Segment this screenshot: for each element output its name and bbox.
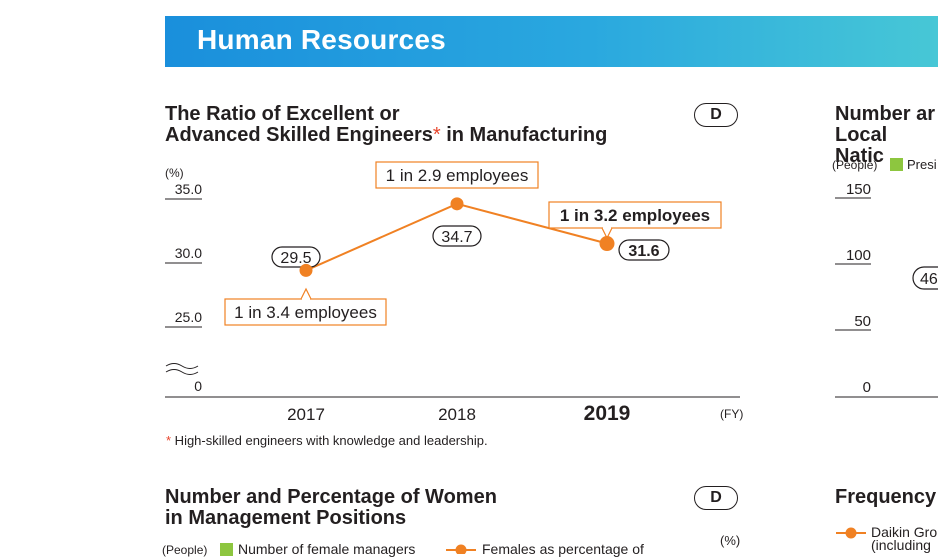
ratio-callout-label: 1 in 3.4 employees <box>234 303 377 322</box>
data-badge: D <box>694 103 738 127</box>
x-axis-unit: (FY) <box>720 407 744 421</box>
frequency-legend-label: Daikin Gro (including <box>871 524 937 553</box>
data-point <box>299 263 313 277</box>
frequency-chart-title: Frequency <box>835 486 937 508</box>
freq-legend-marker <box>845 527 857 539</box>
women-unit-right: (%) <box>720 533 741 548</box>
right-value-label: 46 <box>920 271 938 288</box>
y-axis-unit: (%) <box>165 166 184 180</box>
x-tick-label: 2019 <box>584 402 631 425</box>
section-banner: Human Resources <box>165 16 938 67</box>
footnote-asterisk: * <box>166 433 172 448</box>
footnote-text: High-skilled engineers with knowledge an… <box>171 433 488 448</box>
data-point <box>599 236 615 252</box>
right-tick-label: 50 <box>854 313 871 330</box>
ratio-callout-box <box>375 161 539 189</box>
right-chart-title: Number ar Local Natic <box>835 104 938 167</box>
right-tick-label: 0 <box>863 379 871 396</box>
legend-marker <box>455 544 467 554</box>
chart-title-line2: Advanced Skilled Engineers* in Manufactu… <box>165 125 607 146</box>
value-pill <box>432 225 482 247</box>
women-legend-bar-label: Number of female managers <box>238 541 416 557</box>
ratio-callout-box <box>548 201 722 229</box>
section-title: Human Resources <box>197 24 446 55</box>
data-label: 31.6 <box>628 243 659 260</box>
ratio-callout-pointer <box>300 287 312 300</box>
women-chart-title: Number and Percentage of Women in Manage… <box>165 487 497 529</box>
women-chart-title-line2: in Management Positions <box>165 507 407 529</box>
footnote: * High-skilled engineers with knowledge … <box>166 433 488 448</box>
women-legend-line-label: Females as percentage of <box>482 541 644 557</box>
women-data-badge: D <box>694 486 738 510</box>
ratio-callout-label: 1 in 3.2 employees <box>560 206 710 225</box>
y-tick-label: 0 <box>194 378 202 394</box>
data-point <box>450 197 464 211</box>
chart-title-line1: The Ratio of Excellent or <box>165 103 400 125</box>
x-tick-label: 2017 <box>287 405 325 424</box>
right-legend-swatch <box>890 158 903 171</box>
value-pill <box>271 246 321 268</box>
frequency-legend-line1: Daikin Gro <box>871 524 938 540</box>
right-chart-title-line2: Local Natic <box>835 124 888 167</box>
chart-title: The Ratio of Excellent or Advanced Skill… <box>165 104 607 146</box>
women-legend-swatch <box>220 543 233 556</box>
y-tick-label: 35.0 <box>175 181 202 197</box>
right-value-pill <box>912 266 938 290</box>
title-asterisk: * <box>432 124 441 146</box>
axis-break <box>165 369 199 375</box>
axis-break <box>165 363 199 369</box>
right-chart-title-line1: Number ar <box>835 103 936 125</box>
x-tick-label: 2018 <box>438 405 476 424</box>
frequency-legend-line2: (including <box>871 537 931 553</box>
chart-title-line2-end: in Manufacturing <box>440 124 608 146</box>
right-chart-unit: (People) <box>832 158 878 172</box>
ratio-callout-label: 1 in 2.9 employees <box>386 166 529 185</box>
data-label: 29.5 <box>280 250 311 267</box>
right-tick-label: 100 <box>846 247 871 264</box>
data-label: 34.7 <box>441 229 472 246</box>
value-pill <box>618 239 670 261</box>
y-tick-label: 30.0 <box>175 245 202 261</box>
right-tick-label: 150 <box>846 181 871 198</box>
right-legend-label: Presi <box>907 157 937 172</box>
chart-title-line2-text: Advanced Skilled Engineers <box>165 124 433 146</box>
women-chart-title-line1: Number and Percentage of Women <box>165 486 497 508</box>
y-tick-label: 25.0 <box>175 309 202 325</box>
ratio-callout-box <box>224 298 387 326</box>
